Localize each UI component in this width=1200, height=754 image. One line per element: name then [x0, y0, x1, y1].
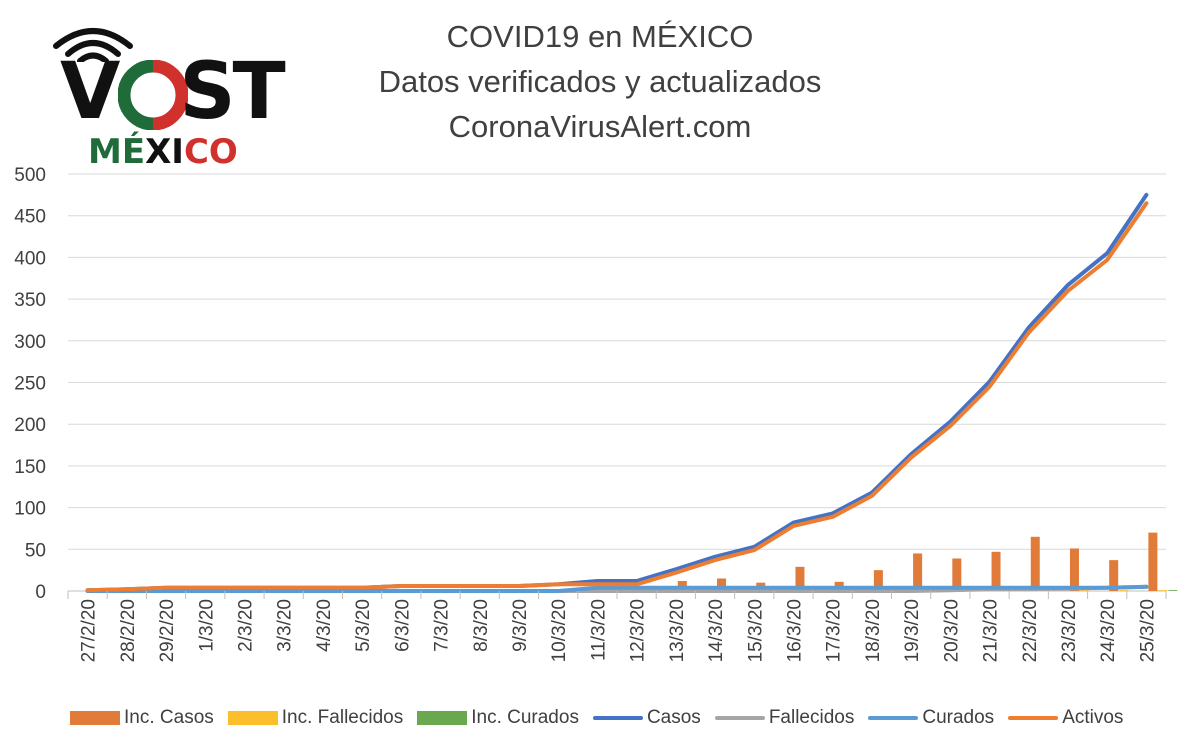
logo-sub-red: CO — [183, 132, 238, 172]
title-line-2: Datos verificados y actualizados — [378, 64, 822, 99]
y-tick-label: 500 — [14, 165, 46, 186]
logo-ring-icon — [118, 60, 188, 130]
bar — [913, 553, 923, 591]
x-tick-label: 18/3/20 — [863, 599, 884, 662]
legend-item-inc-casos: Inc. Casos — [70, 707, 214, 729]
x-tick-label: 17/3/20 — [824, 599, 845, 662]
x-tick-label: 23/3/20 — [1059, 599, 1080, 662]
legend-label: Inc. Curados — [471, 707, 579, 728]
legend-label: Curados — [922, 707, 995, 728]
bar — [795, 566, 805, 591]
legend: Inc. Casos Inc. Fallecidos Inc. Curados … — [70, 705, 1137, 731]
y-tick-label: 50 — [25, 540, 46, 561]
bar — [717, 578, 727, 591]
x-tick-label: 2/3/20 — [235, 599, 256, 652]
y-tick-label: 400 — [14, 248, 46, 269]
logo-letter-o: O — [116, 47, 179, 137]
y-tick-label: 100 — [14, 499, 46, 520]
logo-wordmark: VOST — [60, 52, 286, 132]
legend-swatch — [592, 716, 643, 720]
legend-label: Fallecidos — [768, 707, 855, 728]
bar — [1069, 548, 1079, 591]
y-tick-label: 300 — [14, 332, 46, 353]
bar — [873, 570, 883, 591]
x-tick-label: 15/3/20 — [745, 599, 766, 662]
bar — [1030, 536, 1040, 591]
x-tick-label: 25/3/20 — [1137, 599, 1158, 662]
logo-letter-v: V — [60, 47, 119, 137]
legend-swatch — [1008, 716, 1059, 720]
series-line-casos — [85, 192, 1149, 593]
x-tick-label: 24/3/20 — [1098, 599, 1119, 662]
x-tick-label: 7/3/20 — [432, 599, 453, 652]
logo-subtitle: MÉXICO — [88, 132, 238, 172]
x-tick-label: 14/3/20 — [706, 599, 727, 662]
legend-item-inc-curados: Inc. Curados — [417, 707, 579, 729]
x-tick-label: 28/2/20 — [118, 599, 139, 662]
vost-mexico-logo: VOST MÉXICO — [46, 18, 286, 178]
bar — [1148, 532, 1158, 591]
x-axis: 27/2/20 28/2/20 29/2/20 1/3/20 2/3/20 3/3/20 4… — [67, 591, 1167, 662]
y-axis: 0 50 100 150 200 250 300 350 400 450 500 — [14, 165, 46, 603]
x-tick-label: 20/3/20 — [941, 599, 962, 662]
x-tick-label: 6/3/20 — [392, 599, 413, 652]
x-tick-label: 5/3/20 — [353, 599, 374, 652]
legend-item-inc-fallecidos: Inc. Fallecidos — [227, 707, 404, 729]
x-tick-label: 27/2/20 — [79, 599, 100, 662]
legend-swatch — [227, 711, 278, 725]
bar — [1158, 590, 1168, 591]
x-tick-label: 16/3/20 — [784, 599, 805, 662]
x-tick-label: 11/3/20 — [588, 599, 609, 661]
legend-item-curados: Curados — [868, 707, 994, 729]
legend-label: Casos — [646, 707, 701, 728]
gridlines — [68, 173, 1166, 592]
legend-swatch — [70, 711, 120, 725]
y-tick-label: 250 — [14, 374, 46, 395]
x-tick-label: 21/3/20 — [981, 599, 1002, 662]
logo-sub-green: MÉ — [88, 132, 146, 172]
x-tick-label: 3/3/20 — [275, 599, 296, 652]
x-tick-label: 1/3/20 — [196, 599, 217, 652]
x-tick-label: 13/3/20 — [667, 599, 688, 662]
x-tick-label: 12/3/20 — [628, 599, 649, 662]
x-tick-label: 19/3/20 — [902, 599, 923, 662]
x-tick-label: 22/3/20 — [1020, 599, 1041, 662]
bar — [1168, 590, 1178, 591]
logo-letters-st: ST — [179, 47, 285, 137]
x-tick-label: 4/3/20 — [314, 599, 335, 652]
x-tick-label: 29/2/20 — [157, 599, 178, 662]
line-series — [85, 192, 1149, 593]
y-tick-label: 350 — [14, 290, 46, 311]
legend-swatch — [417, 711, 468, 725]
y-tick-label: 0 — [35, 582, 46, 603]
legend-item-casos: Casos — [592, 707, 701, 729]
x-tick-label: 8/3/20 — [471, 599, 492, 652]
chart-title: COVID19 en MÉXICO Datos verificados y ac… — [300, 14, 900, 149]
title-line-3: CoronaVirusAlert.com — [448, 109, 752, 144]
bar — [952, 558, 962, 591]
logo-sub-dark: XI — [145, 132, 184, 172]
bar — [1119, 590, 1129, 591]
bar — [1079, 590, 1089, 591]
y-tick-label: 200 — [14, 415, 46, 436]
legend-item-activos: Activos — [1008, 707, 1123, 729]
y-tick-label: 450 — [14, 207, 46, 228]
legend-label: Inc. Fallecidos — [281, 707, 404, 728]
legend-label: Activos — [1062, 707, 1124, 728]
bar — [1109, 560, 1119, 591]
legend-swatch — [868, 716, 919, 720]
legend-swatch — [714, 716, 765, 720]
bar — [991, 551, 1001, 591]
legend-label: Inc. Casos — [124, 707, 214, 728]
legend-item-fallecidos: Fallecidos — [714, 707, 855, 729]
x-tick-label: 10/3/20 — [549, 599, 570, 662]
y-tick-label: 150 — [14, 457, 46, 478]
title-line-1: COVID19 en MÉXICO — [446, 19, 754, 54]
signal-waves-icon — [53, 28, 133, 62]
x-tick-label: 9/3/20 — [510, 599, 531, 652]
series-line-activos — [85, 201, 1149, 593]
